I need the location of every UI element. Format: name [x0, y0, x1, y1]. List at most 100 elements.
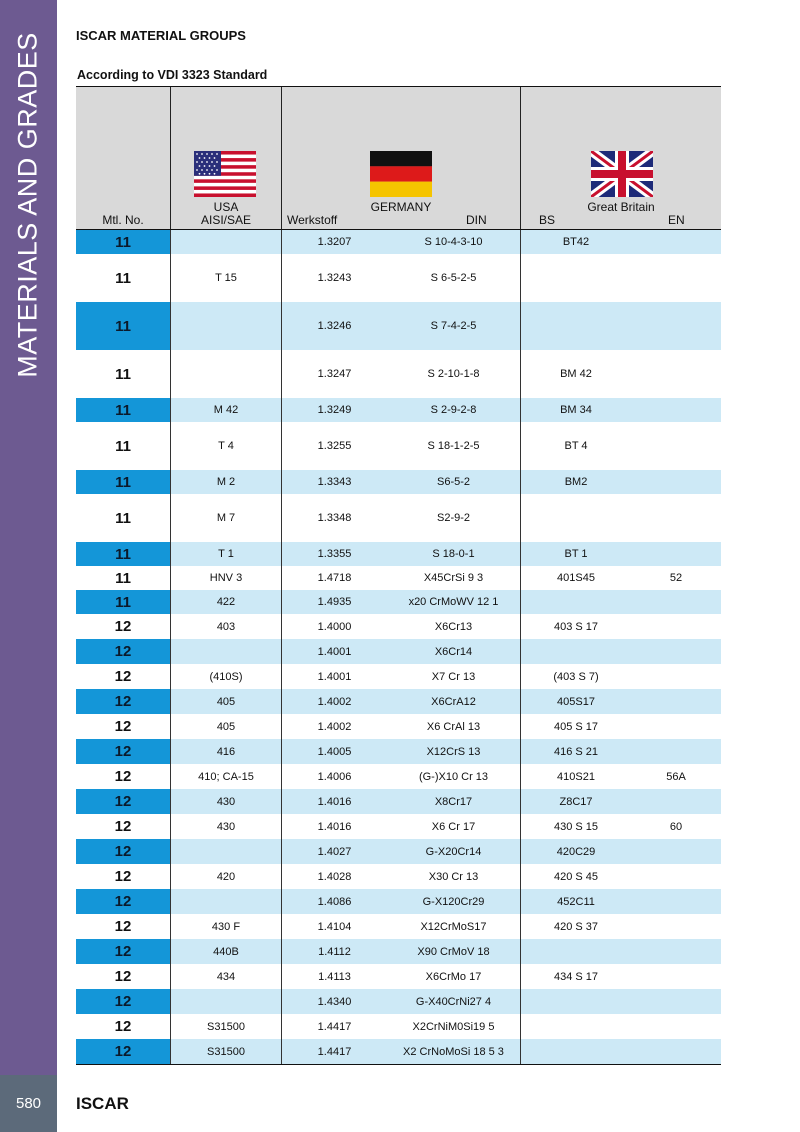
cell-bs — [521, 254, 631, 302]
cell-mtl: 11 — [76, 302, 170, 350]
cell-werk: 1.4002 — [317, 720, 352, 733]
cell-din: G-X120Cr29 — [422, 895, 485, 908]
cell-werk: 1.3247 — [317, 368, 352, 380]
table-row: 12 1.4086 G-X120Cr29 452C11 — [76, 889, 721, 914]
cell-en — [631, 350, 721, 398]
header-aisi-sae: AISI/SAE — [200, 213, 252, 227]
cell-usa: 403 — [216, 620, 236, 633]
table-row: 12 416 1.4005 X12CrS 13 416 S 21 — [76, 739, 721, 764]
cell-bs: 401S45 — [557, 572, 595, 584]
cell-werk: 1.3243 — [317, 272, 352, 284]
cell-werk: 1.4104 — [317, 920, 352, 933]
cell-usa: 430 F — [211, 920, 241, 933]
cell-din: X6CrMo 17 — [425, 970, 482, 983]
cell-din: X6Cr13 — [434, 620, 473, 633]
cell-din: X45CrSi 9 3 — [423, 572, 484, 584]
page-number: 580 — [0, 1075, 57, 1132]
cell-en — [631, 639, 721, 664]
cell-usa — [171, 302, 281, 350]
cell-werk: 1.4016 — [317, 795, 352, 808]
table-row: 11 M 2 1.3343 S6-5-2 BM2 — [76, 470, 721, 494]
cell-din: X7 Cr 13 — [431, 670, 476, 683]
table-row: 12 1.4001 X6Cr14 — [76, 639, 721, 664]
cell-bs: 420 S 45 — [553, 870, 599, 883]
table-header: Mtl. No. USA AISI/SAE GERMANY Werkstoff … — [76, 86, 721, 230]
cell-din: X6 CrAl 13 — [426, 720, 481, 733]
header-werkstoff: Werkstoff — [287, 213, 338, 227]
cell-mtl: 12 — [76, 914, 170, 939]
cell-werk: 1.4718 — [317, 572, 352, 584]
cell-mtl: 12 — [76, 639, 170, 664]
cell-bs — [521, 989, 631, 1014]
cell-mtl: 12 — [76, 1039, 170, 1064]
table-row: 11 1.3247 S 2-10-1-8 BM 42 — [76, 350, 721, 398]
materials-table: Mtl. No. USA AISI/SAE GERMANY Werkstoff … — [76, 86, 721, 1065]
cell-werk: 1.4028 — [317, 870, 352, 883]
cell-werk: 1.4935 — [317, 596, 352, 608]
cell-mtl: 11 — [76, 542, 170, 566]
table-row: 12 410; CA-15 1.4006 (G-)X10 Cr 13 410S21 56A — [76, 764, 721, 789]
cell-bs — [521, 590, 631, 614]
cell-din: X2 CrNoMoSi 18 5 3 — [403, 1045, 504, 1058]
cell-bs: 410S21 — [557, 770, 595, 783]
cell-en — [631, 989, 721, 1014]
cell-en — [631, 889, 721, 914]
cell-werk: 1.3255 — [317, 440, 352, 452]
footer-brand: ISCAR — [76, 1094, 129, 1113]
cell-en — [631, 614, 721, 639]
cell-usa: M 2 — [216, 476, 236, 488]
table-row: 12 434 1.4113 X6CrMo 17 434 S 17 — [76, 964, 721, 989]
cell-bs: 405 S 17 — [553, 720, 599, 733]
cell-bs: 416 S 21 — [553, 745, 599, 758]
cell-en: 52 — [669, 572, 683, 584]
table-row: 11 T 1 1.3355 S 18-0-1 BT 1 — [76, 542, 721, 566]
cell-mtl: 12 — [76, 864, 170, 889]
cell-bs — [521, 494, 631, 542]
cell-mtl: 12 — [76, 989, 170, 1014]
cell-en — [631, 664, 721, 689]
table-row: 11 T 4 1.3255 S 18-1-2-5 BT 4 — [76, 422, 721, 470]
cell-din: X90 CrMoV 18 — [417, 945, 490, 958]
cell-usa — [171, 639, 281, 664]
table-row: 11 422 1.4935 x20 CrMoWV 12 1 — [76, 590, 721, 614]
cell-usa — [171, 839, 281, 864]
cell-bs: 452C11 — [557, 895, 595, 908]
cell-usa — [171, 230, 281, 254]
cell-en — [631, 864, 721, 889]
cell-en — [631, 254, 721, 302]
cell-en — [631, 789, 721, 814]
cell-usa: T 4 — [218, 440, 234, 452]
cell-din: S 18-0-1 — [432, 548, 475, 560]
table-body: 11 1.3207 S 10-4-3-10 BT42 11 T 15 1.3243 S 6-5… — [76, 230, 721, 1064]
table-row: 11 M 7 1.3348 S2-9-2 — [76, 494, 721, 542]
cell-werk: 1.4001 — [317, 670, 352, 683]
cell-din: G-X40CrNi27 4 — [415, 995, 492, 1008]
cell-en — [631, 542, 721, 566]
cell-din: G-X20Cr14 — [425, 845, 482, 858]
cell-din: X2CrNiM0Si19 5 — [412, 1020, 495, 1033]
cell-usa: M 7 — [216, 512, 236, 524]
cell-en — [631, 1014, 721, 1039]
cell-bs: Z8C17 — [559, 795, 593, 808]
cell-en — [631, 1039, 721, 1064]
cell-mtl: 11 — [76, 470, 170, 494]
cell-din: X30 Cr 13 — [428, 870, 479, 883]
cell-usa: 410; CA-15 — [198, 770, 254, 783]
cell-en — [631, 689, 721, 714]
cell-en — [631, 939, 721, 964]
table-row: 11 HNV 3 1.4718 X45CrSi 9 3 401S45 52 — [76, 566, 721, 590]
cell-din: X6Cr14 — [434, 645, 473, 658]
table-row: 11 1.3246 S 7-4-2-5 — [76, 302, 721, 350]
cell-en — [631, 470, 721, 494]
cell-bs — [521, 639, 631, 664]
cell-mtl: 12 — [76, 839, 170, 864]
cell-mtl: 12 — [76, 764, 170, 789]
table-row: 12 1.4027 G-X20Cr14 420C29 — [76, 839, 721, 864]
cell-mtl: 12 — [76, 789, 170, 814]
cell-werk: 1.3355 — [317, 548, 352, 560]
cell-din: S 2-10-1-8 — [427, 368, 480, 380]
cell-din: S 7-4-2-5 — [430, 320, 477, 332]
cell-en — [631, 398, 721, 422]
cell-din: S 2-9-2-8 — [430, 404, 477, 416]
cell-usa: 405 — [216, 695, 236, 708]
